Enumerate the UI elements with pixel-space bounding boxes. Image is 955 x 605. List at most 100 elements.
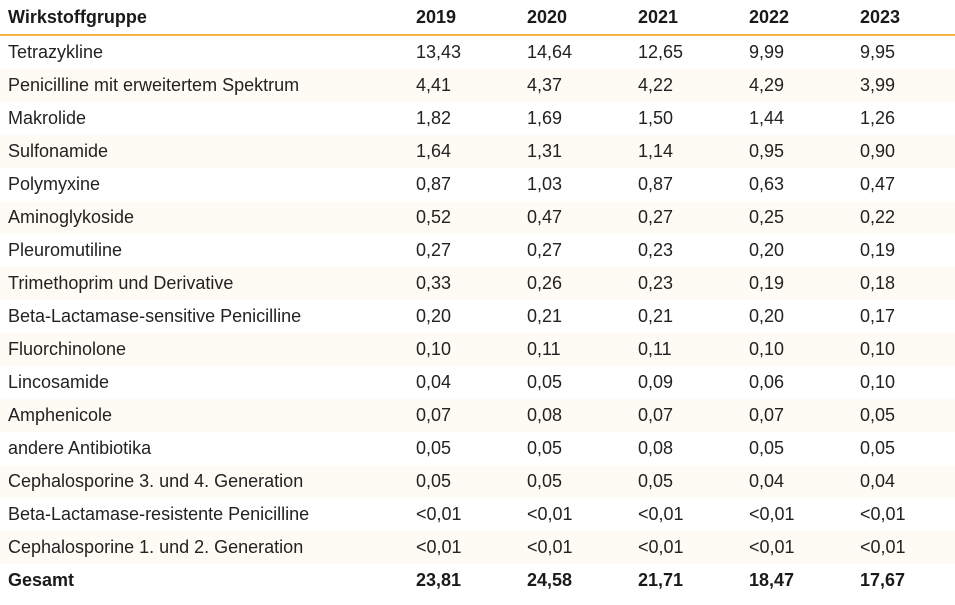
table-row: Beta-Lactamase-sensitive Penicilline 0,20…: [0, 300, 955, 333]
table-cell: 0,05: [519, 432, 630, 465]
table-cell: 0,05: [408, 432, 519, 465]
table-cell: 0,10: [852, 366, 955, 399]
table-cell: <0,01: [519, 498, 630, 531]
table-cell: 13,43: [408, 35, 519, 69]
table-cell: <0,01: [741, 498, 852, 531]
table-cell: 14,64: [519, 35, 630, 69]
row-label: Lincosamide: [0, 366, 408, 399]
table-cell: 0,25: [741, 201, 852, 234]
table-cell: 0,20: [741, 234, 852, 267]
table-cell: <0,01: [852, 498, 955, 531]
table-cell: 0,04: [408, 366, 519, 399]
table-cell: 1,31: [519, 135, 630, 168]
table-cell: 0,23: [630, 267, 741, 300]
table-cell: 4,37: [519, 69, 630, 102]
table-cell: 0,23: [630, 234, 741, 267]
table-cell: 0,20: [408, 300, 519, 333]
table-cell: 0,19: [741, 267, 852, 300]
row-label: Cephalosporine 1. und 2. Generation: [0, 531, 408, 564]
row-label: Tetrazykline: [0, 35, 408, 69]
table-cell: 0,10: [741, 333, 852, 366]
table-cell: 0,05: [519, 366, 630, 399]
table-header: Wirkstoffgruppe 2019 2020 2021 2022 2023: [0, 0, 955, 36]
table-cell: 0,21: [630, 300, 741, 333]
table-cell: 0,63: [741, 168, 852, 201]
table-cell: 0,22: [852, 201, 955, 234]
table-cell: 0,47: [852, 168, 955, 201]
row-label: Fluorchinolone: [0, 333, 408, 366]
table-cell: 0,87: [630, 168, 741, 201]
table-cell: 1,64: [408, 135, 519, 168]
total-cell: 23,81: [408, 564, 519, 597]
table-cell: 0,18: [852, 267, 955, 300]
table-cell: 0,20: [741, 300, 852, 333]
table-cell: 0,05: [852, 432, 955, 465]
table-row: Aminoglykoside 0,52 0,47 0,27 0,25 0,22: [0, 201, 955, 234]
table-row: Amphenicole 0,07 0,08 0,07 0,07 0,05: [0, 399, 955, 432]
row-label: andere Antibiotika: [0, 432, 408, 465]
header-group: Wirkstoffgruppe: [0, 0, 408, 36]
table-row: Fluorchinolone 0,10 0,11 0,11 0,10 0,10: [0, 333, 955, 366]
table-cell: 4,29: [741, 69, 852, 102]
table-cell: 0,07: [408, 399, 519, 432]
table-cell: 0,05: [630, 465, 741, 498]
row-label: Penicilline mit erweitertem Spektrum: [0, 69, 408, 102]
table-cell: 0,08: [630, 432, 741, 465]
table-cell: 0,08: [519, 399, 630, 432]
row-label: Trimethoprim und Derivative: [0, 267, 408, 300]
total-cell: 18,47: [741, 564, 852, 597]
table-cell: <0,01: [408, 498, 519, 531]
total-cell: 17,67: [852, 564, 955, 597]
row-label: Beta-Lactamase-resistente Penicilline: [0, 498, 408, 531]
table-row: Lincosamide 0,04 0,05 0,09 0,06 0,10: [0, 366, 955, 399]
table-cell: 3,99: [852, 69, 955, 102]
table-cell: 0,87: [408, 168, 519, 201]
total-label: Gesamt: [0, 564, 408, 597]
total-cell: 24,58: [519, 564, 630, 597]
table-cell: <0,01: [408, 531, 519, 564]
table-row: Trimethoprim und Derivative 0,33 0,26 0,23 0…: [0, 267, 955, 300]
row-label: Beta-Lactamase-sensitive Penicilline: [0, 300, 408, 333]
table-cell: 0,27: [630, 201, 741, 234]
table-cell: 0,27: [519, 234, 630, 267]
table-cell: 0,11: [519, 333, 630, 366]
row-label: Amphenicole: [0, 399, 408, 432]
table-row: Tetrazykline 13,43 14,64 12,65 9,99 9,95: [0, 35, 955, 69]
row-label: Aminoglykoside: [0, 201, 408, 234]
table-cell: <0,01: [741, 531, 852, 564]
table-cell: 1,26: [852, 102, 955, 135]
table-cell: 0,47: [519, 201, 630, 234]
total-row: Gesamt 23,81 24,58 21,71 18,47 17,67: [0, 564, 955, 597]
table-cell: 1,44: [741, 102, 852, 135]
table-cell: 0,10: [408, 333, 519, 366]
table-cell: 0,52: [408, 201, 519, 234]
table-row: andere Antibiotika 0,05 0,05 0,08 0,05 0,05: [0, 432, 955, 465]
table-cell: 0,26: [519, 267, 630, 300]
table-cell: 4,41: [408, 69, 519, 102]
table-cell: 0,17: [852, 300, 955, 333]
total-cell: 21,71: [630, 564, 741, 597]
table-cell: 0,07: [741, 399, 852, 432]
table-cell: 12,65: [630, 35, 741, 69]
table-cell: 0,09: [630, 366, 741, 399]
table-cell: <0,01: [519, 531, 630, 564]
table-footer: Gesamt 23,81 24,58 21,71 18,47 17,67: [0, 564, 955, 597]
table-cell: 4,22: [630, 69, 741, 102]
table-cell: 0,90: [852, 135, 955, 168]
table-cell: 0,33: [408, 267, 519, 300]
header-row: Wirkstoffgruppe 2019 2020 2021 2022 2023: [0, 0, 955, 36]
table-body: Tetrazykline 13,43 14,64 12,65 9,99 9,95 Penic…: [0, 35, 955, 564]
table-cell: 0,19: [852, 234, 955, 267]
table-cell: 0,04: [741, 465, 852, 498]
table-row: Cephalosporine 3. und 4. Generation 0,05 0…: [0, 465, 955, 498]
table-cell: 0,11: [630, 333, 741, 366]
table-cell: 1,03: [519, 168, 630, 201]
header-year: 2020: [519, 0, 630, 36]
table-cell: 1,14: [630, 135, 741, 168]
table-cell: 0,95: [741, 135, 852, 168]
table-cell: 0,21: [519, 300, 630, 333]
table-row: Penicilline mit erweitertem Spektrum 4,41…: [0, 69, 955, 102]
table-cell: 0,07: [630, 399, 741, 432]
table-cell: 0,05: [741, 432, 852, 465]
